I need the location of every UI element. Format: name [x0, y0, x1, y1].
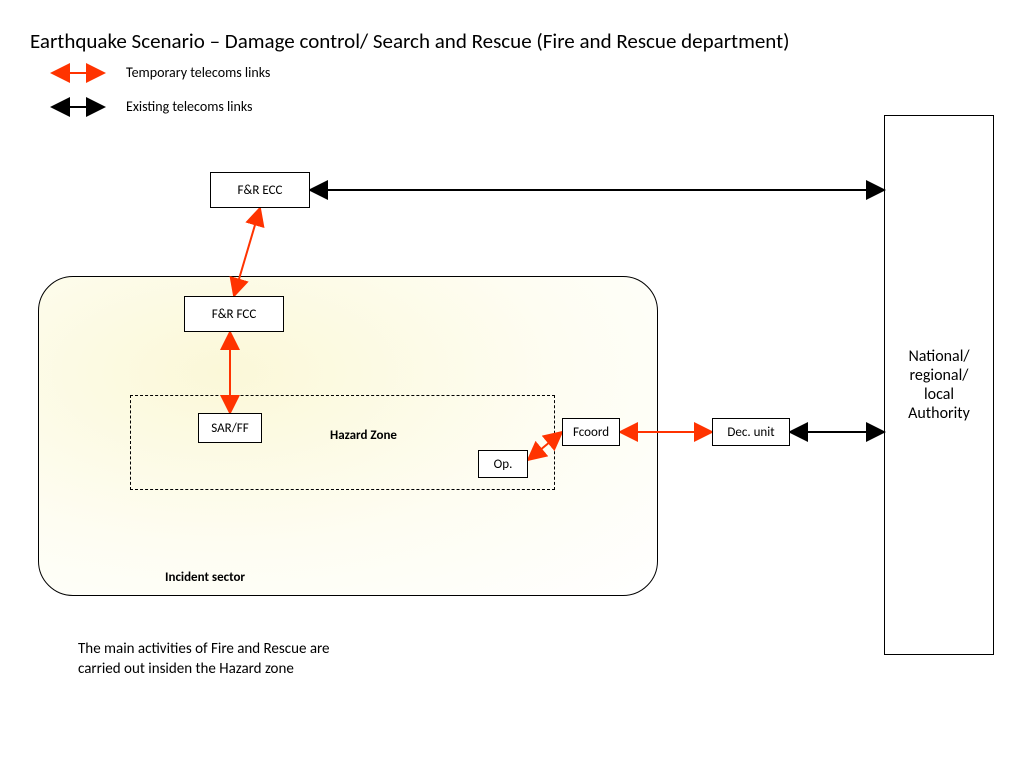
legend-existing-label: Existing telecoms links: [126, 98, 253, 115]
node-op: Op.: [478, 450, 528, 478]
legend-temporary-arrow: [48, 66, 108, 80]
node-fr-fcc: F&R FCC: [184, 296, 284, 332]
incident-sector-label: Incident sector: [165, 570, 245, 585]
legend-temporary: Temporary telecoms links: [48, 64, 270, 81]
node-sar-ff: SAR/FF: [198, 413, 262, 443]
legend-existing-arrow: [48, 100, 108, 114]
hazard-zone-label: Hazard Zone: [330, 428, 397, 443]
node-dec: Dec. unit: [712, 418, 790, 446]
node-fr-ecc: F&R ECC: [210, 172, 310, 208]
legend-existing: Existing telecoms links: [48, 98, 253, 115]
page-title: Earthquake Scenario – Damage control/ Se…: [30, 28, 790, 54]
caption-text: The main activities of Fire and Rescue a…: [78, 640, 368, 679]
authority-node: National/ regional/ local Authority: [884, 115, 994, 655]
node-fcoord: Fcoord: [562, 418, 620, 446]
authority-label: National/ regional/ local Authority: [893, 347, 985, 423]
legend-temporary-label: Temporary telecoms links: [126, 64, 270, 81]
